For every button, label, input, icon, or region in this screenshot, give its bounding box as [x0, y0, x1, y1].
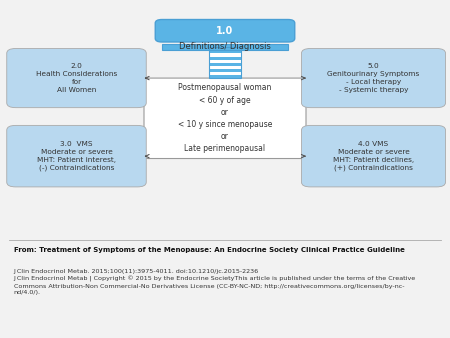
Bar — [209, 53, 241, 56]
FancyBboxPatch shape — [155, 20, 295, 42]
Text: 4.0 VMS
Moderate or severe
MHT: Patient declines,
(+) Contraindications: 4.0 VMS Moderate or severe MHT: Patient … — [333, 141, 414, 171]
Bar — [209, 75, 241, 78]
FancyBboxPatch shape — [7, 48, 146, 107]
Bar — [209, 47, 241, 50]
Bar — [209, 47, 241, 78]
Bar — [209, 56, 241, 59]
FancyBboxPatch shape — [302, 48, 446, 107]
Text: From: Treatment of Symptoms of the Menopause: An Endocrine Society Clinical Prac: From: Treatment of Symptoms of the Menop… — [14, 247, 405, 253]
Text: 3.0  VMS
Moderate or severe
MHT: Patient interest,
(-) Contraindications: 3.0 VMS Moderate or severe MHT: Patient … — [37, 141, 116, 171]
Bar — [209, 63, 241, 66]
Text: 1.0: 1.0 — [216, 26, 234, 36]
Bar — [209, 50, 241, 53]
Text: 2.0
Health Considerations
for
All Women: 2.0 Health Considerations for All Women — [36, 64, 117, 93]
Text: J Clin Endocrinol Metab. 2015;100(11):3975-4011. doi:10.1210/jc.2015-2236
J Clin: J Clin Endocrinol Metab. 2015;100(11):39… — [14, 269, 416, 295]
FancyBboxPatch shape — [302, 125, 446, 187]
FancyBboxPatch shape — [144, 78, 306, 159]
Bar — [209, 66, 241, 69]
Bar — [162, 44, 288, 50]
Text: 5.0
Genitourinary Symptoms
- Local therapy
- Systemic therapy: 5.0 Genitourinary Symptoms - Local thera… — [328, 64, 419, 93]
Bar — [209, 69, 241, 72]
FancyBboxPatch shape — [7, 125, 146, 187]
Bar — [209, 72, 241, 75]
Text: Postmenopausal woman
< 60 y of age
or
< 10 y since menopause
or
Late perimenopau: Postmenopausal woman < 60 y of age or < … — [178, 83, 272, 153]
Bar — [209, 59, 241, 63]
Text: Definitions/ Diagnosis: Definitions/ Diagnosis — [179, 42, 271, 50]
